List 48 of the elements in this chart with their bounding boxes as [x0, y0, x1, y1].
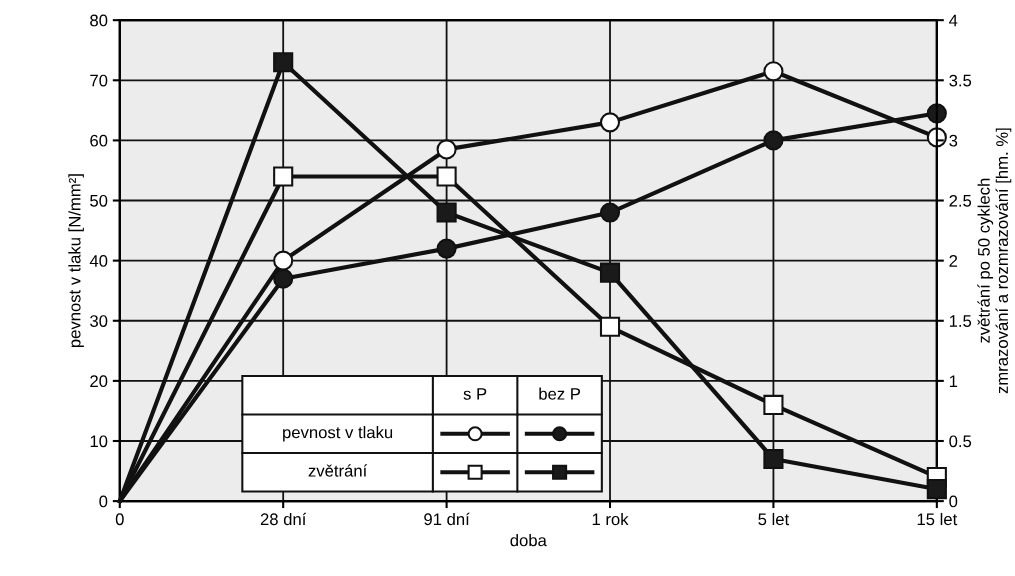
x-tick-label: 0 — [115, 513, 124, 526]
y-tick-label: 30 — [90, 315, 108, 327]
x-tick-label: 28 dní — [260, 512, 307, 526]
annotation: s P — [463, 388, 487, 400]
y2-tick-label: 0.5 — [949, 435, 972, 448]
point — [436, 139, 457, 160]
y2-tick-label: 1.5 — [949, 315, 972, 327]
point — [599, 316, 621, 337]
y2-tick-label: 0 — [949, 495, 958, 508]
y2-tick-label: 3.5 — [949, 74, 972, 87]
y-tick-label: 70 — [90, 74, 108, 87]
x-tick-label: 1 rok — [592, 512, 629, 526]
point — [599, 112, 621, 133]
y-tick-label: 0 — [99, 495, 108, 508]
y-tick-label: 20 — [90, 375, 108, 388]
annotation: zvětrání — [308, 464, 368, 477]
point — [763, 61, 784, 82]
y2-tick-label: 2 — [949, 255, 958, 267]
point — [436, 238, 457, 259]
x-tick-label: 91 dní — [424, 512, 470, 526]
y2-tick-label: 2.5 — [949, 194, 972, 207]
point — [436, 202, 457, 223]
y2-tick-label: 4 — [949, 14, 958, 27]
point — [273, 166, 294, 187]
x-tick-label: 15 let — [917, 512, 958, 526]
annotation: pevnost v tlaku — [283, 426, 393, 442]
y2-tick-label: 3 — [949, 134, 958, 147]
point — [763, 448, 784, 470]
y-tick-label: 50 — [90, 194, 108, 207]
annotation: bez P — [539, 387, 581, 400]
y-axis-title: pevnost v tlaku [N/mm²] — [68, 174, 84, 348]
point — [599, 202, 621, 223]
point — [273, 52, 294, 73]
y-tick-label: 80 — [90, 14, 108, 27]
x-axis-title: doba — [510, 534, 547, 547]
point — [763, 130, 784, 151]
point — [273, 268, 294, 289]
point — [599, 262, 621, 283]
x-tick-label: 5 let — [758, 512, 790, 526]
y-tick-label: 60 — [90, 134, 108, 147]
y2-tick-label: 1 — [949, 375, 958, 387]
point — [436, 166, 457, 187]
point — [763, 394, 784, 415]
point — [926, 479, 947, 500]
y-tick-label: 40 — [89, 255, 108, 267]
y-tick-label: 10 — [90, 435, 108, 448]
point — [273, 250, 294, 271]
y2-axis-title: zvětrání po 50 cyklech zmrazování a rozmrazování [hm. %] — [977, 128, 1012, 394]
